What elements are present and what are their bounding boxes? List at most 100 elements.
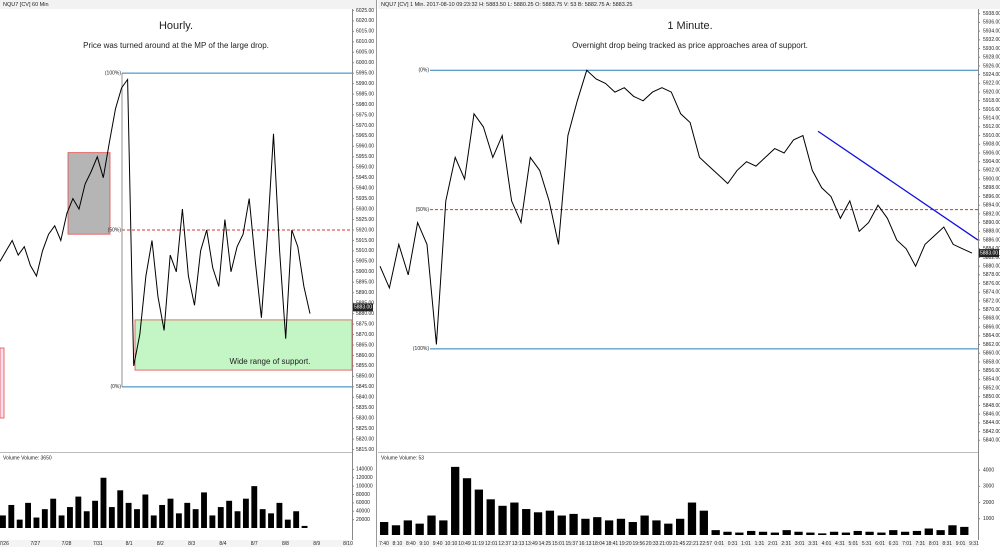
y-tick-label: 5918.00: [983, 98, 1000, 104]
volume-bar: [652, 520, 661, 535]
y-tick-label: 5875.00: [356, 321, 374, 327]
y-tick-label: 6010.00: [356, 39, 374, 45]
y-tick-label: 5985.00: [356, 91, 374, 97]
y-tick-label: 5894.00: [983, 203, 1000, 209]
volume-bar: [581, 518, 590, 535]
y-tick-label: 5916.00: [983, 107, 1000, 113]
volume-tick-label: 120000: [356, 475, 373, 481]
volume-bar: [67, 507, 73, 528]
header-bar: [378, 0, 1000, 9]
fib-label: (100%): [105, 71, 121, 77]
volume-bar: [159, 504, 166, 528]
y-tick-label: 5870.00: [356, 332, 374, 338]
volume-bar: [451, 466, 460, 535]
volume-bar: [192, 509, 199, 528]
y-tick-label: 5995.00: [356, 71, 374, 77]
x-tick-label: 2:01: [768, 541, 778, 547]
y-tick-label: 5874.00: [983, 290, 1000, 296]
x-tick-label: 8:01: [929, 541, 939, 547]
volume-bar: [284, 519, 291, 528]
y-tick-label: 5845.00: [356, 384, 374, 390]
x-tick-label: 16:13: [579, 541, 592, 547]
y-tick-label: 5825.00: [356, 426, 374, 432]
y-tick-label: 5892.00: [983, 211, 1000, 217]
y-tick-label: 5930.00: [983, 46, 1000, 52]
y-tick-label: 5935.00: [356, 196, 374, 202]
volume-bar: [522, 509, 531, 535]
y-tick-label: 5920.00: [356, 227, 374, 233]
x-tick-label: 13:49: [525, 541, 538, 547]
x-tick-label: 8:10: [393, 541, 403, 547]
volume-label: Volume Volume: 3650: [3, 455, 52, 461]
y-tick-label: 5868.00: [983, 316, 1000, 322]
header-text: NQU7 [CV] 60 Min: [3, 2, 49, 8]
price-line: [379, 69, 973, 345]
y-tick-label: 5865.00: [356, 342, 374, 348]
volume-tick-label: 100000: [356, 483, 373, 489]
volume-bar: [664, 523, 673, 535]
y-tick-label: 6020.00: [356, 18, 374, 24]
x-tick-label: 19:56: [633, 541, 646, 547]
highlight-box: [67, 152, 111, 235]
y-tick-label: 5850.00: [983, 394, 1000, 400]
y-tick-label: 5908.00: [983, 142, 1000, 148]
x-tick-label: 8/8: [282, 541, 289, 547]
y-tick-label: 5858.00: [983, 359, 1000, 365]
volume-bar: [415, 523, 424, 535]
x-tick-label: 5:31: [862, 541, 872, 547]
y-tick-label: 5890.00: [983, 220, 1000, 226]
y-tick-label: 5846.00: [983, 412, 1000, 418]
y-tick-label: 5904.00: [983, 159, 1000, 165]
volume-bar: [853, 530, 862, 535]
x-tick-label: 11:19: [472, 541, 484, 547]
y-tick-label: 5864.00: [983, 333, 1000, 339]
volume-bar: [794, 531, 803, 535]
y-tick-label: 5934.00: [983, 28, 1000, 34]
volume-bar: [912, 530, 922, 535]
x-tick-label: 7:01: [902, 541, 912, 547]
x-tick-label: 5:01: [848, 541, 858, 547]
fib-label: (50%): [108, 227, 122, 233]
x-tick-label: 22:21: [686, 541, 699, 547]
x-tick-label: 6:31: [889, 541, 899, 547]
volume-bar: [569, 513, 578, 535]
last-price-label: 5883.00: [354, 305, 372, 311]
chart-subtitle: Price was turned around at the MP of the…: [83, 41, 269, 50]
x-tick-label: 8/4: [219, 541, 226, 547]
chart-subtitle: Overnight drop being tracked as price ap…: [572, 41, 808, 50]
header-bar: [0, 0, 376, 9]
volume-bar: [889, 530, 898, 535]
x-tick-label: 18:04: [592, 541, 605, 547]
volume-tick-label: 80000: [356, 492, 370, 498]
y-tick-label: 5912.00: [983, 124, 1000, 130]
y-tick-label: 5840.00: [356, 395, 374, 401]
volume-bar: [829, 531, 839, 535]
y-tick-label: 5925.00: [356, 217, 374, 223]
y-tick-label: 5844.00: [983, 420, 1000, 426]
price-line: [0, 77, 311, 366]
y-tick-label: 5965.00: [356, 133, 374, 139]
volume-tick-label: 40000: [356, 509, 370, 515]
volume-bar: [226, 500, 233, 528]
volume-bar: [782, 530, 791, 535]
volume-bar: [175, 513, 182, 528]
x-tick-label: 21:45: [673, 541, 686, 547]
y-tick-label: 5888.00: [983, 229, 1000, 235]
volume-bar: [301, 525, 308, 528]
volume-bar: [380, 522, 389, 535]
y-tick-label: 5855.00: [356, 363, 374, 369]
x-tick-label: 9:10: [419, 541, 429, 547]
x-tick-label: 7:31: [915, 541, 925, 547]
y-tick-label: 5835.00: [356, 405, 374, 411]
y-tick-label: 5870.00: [983, 307, 1000, 313]
x-axis-bar: [378, 540, 978, 547]
y-tick-label: 5830.00: [356, 416, 374, 422]
volume-bar: [900, 531, 910, 535]
x-tick-label: 14:25: [539, 541, 552, 547]
last-price-box: [979, 249, 999, 258]
x-tick-label: 12:01: [485, 541, 498, 547]
volume-bar: [960, 526, 969, 535]
volume-bar: [251, 486, 258, 528]
volume-bar: [108, 507, 115, 528]
chart-title: Hourly.: [159, 20, 193, 32]
